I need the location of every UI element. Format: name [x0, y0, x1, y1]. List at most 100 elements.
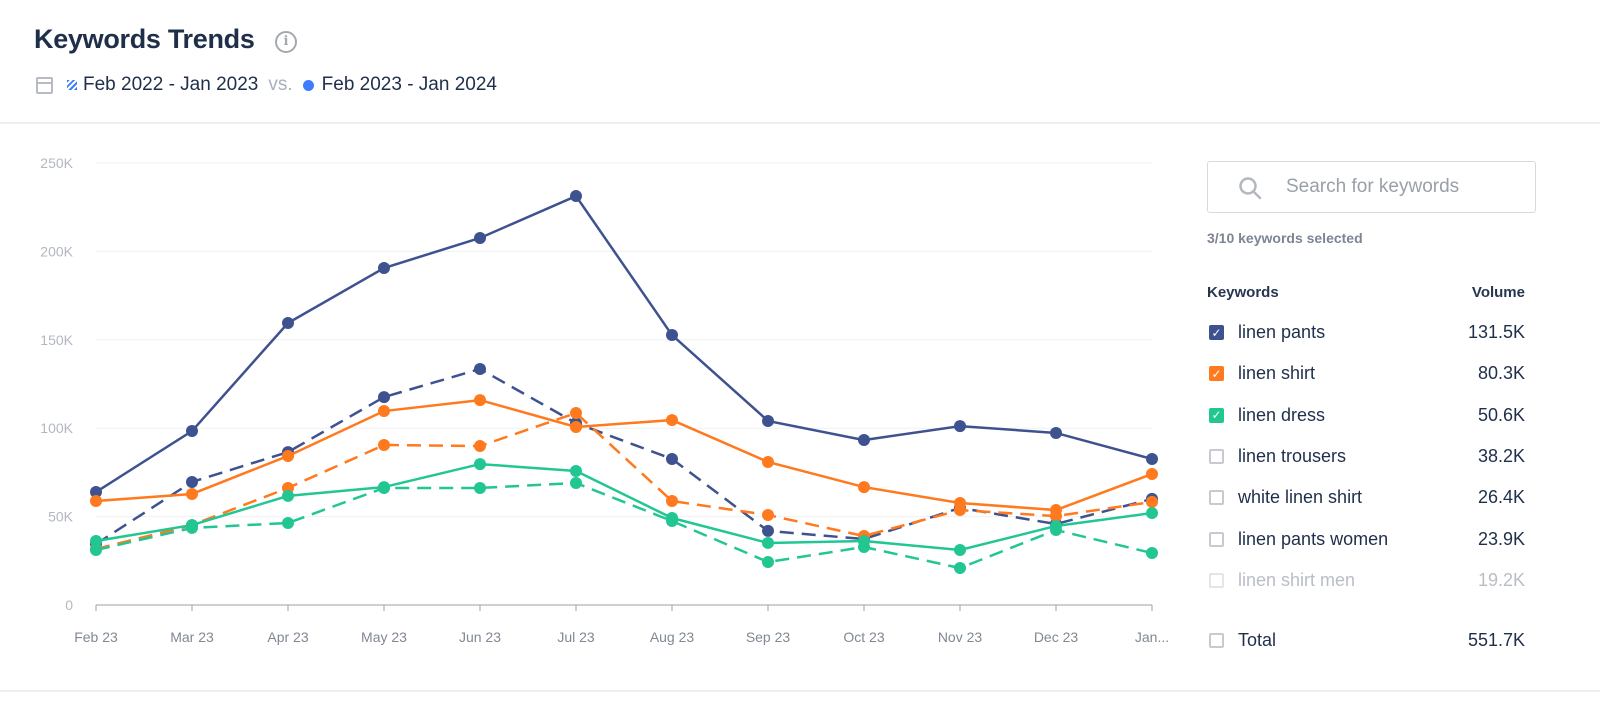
- data-point: [954, 496, 966, 509]
- checkbox[interactable]: [1209, 490, 1224, 506]
- y-tick-label: 50K: [48, 509, 74, 525]
- data-point: [570, 406, 582, 419]
- keyword-volume: 50.6K: [1477, 404, 1525, 425]
- keyword-row[interactable]: ✓ linen pants 131.5K: [1209, 322, 1525, 343]
- x-tick-label: May 23: [361, 629, 407, 645]
- keyword-volume: 80.3K: [1477, 363, 1525, 384]
- data-point: [474, 231, 486, 244]
- search-input[interactable]: [1284, 175, 1518, 199]
- keyword-label: linen shirt: [1238, 363, 1316, 384]
- data-point: [474, 458, 486, 471]
- info-icon[interactable]: i: [275, 31, 297, 53]
- y-tick-label: 100K: [40, 420, 73, 436]
- keyword-row[interactable]: ✓ linen dress 50.6K: [1209, 405, 1525, 426]
- data-point: [666, 452, 678, 465]
- keyword-label: linen pants: [1238, 322, 1326, 342]
- data-point: [1050, 504, 1062, 517]
- keyword-volume: 26.4K: [1477, 487, 1525, 508]
- data-point: [186, 425, 198, 438]
- data-point: [474, 481, 486, 494]
- checkbox[interactable]: [1209, 531, 1224, 547]
- keyword-label: linen dress: [1238, 404, 1326, 425]
- keyword-volume: 551.7K: [1467, 630, 1525, 650]
- data-point: [858, 534, 870, 547]
- data-point: [762, 536, 774, 549]
- keyword-label: linen trousers: [1238, 445, 1347, 466]
- data-point: [282, 449, 294, 462]
- keyword-label: linen shirt men: [1238, 569, 1356, 590]
- data-point: [762, 524, 774, 537]
- data-point: [90, 544, 102, 557]
- selected-count: 3/10 keywords selected: [1207, 230, 1363, 246]
- checkbox[interactable]: [1209, 572, 1224, 588]
- series-line-linen-pants-dashed: [95, 367, 1153, 546]
- data-point: [954, 420, 966, 433]
- data-point: [858, 434, 870, 447]
- data-point: [474, 440, 486, 453]
- series-line-linen-pants-solid: [95, 194, 1153, 494]
- keyword-row[interactable]: white linen shirt 26.4K: [1209, 487, 1525, 508]
- x-tick-label: Nov 23: [938, 629, 983, 645]
- search-icon: [1238, 176, 1262, 200]
- checkbox[interactable]: [1209, 448, 1224, 464]
- keyword-label: white linen shirt: [1238, 487, 1363, 508]
- keyword-row[interactable]: ✓ linen shirt 80.3K: [1209, 363, 1525, 384]
- data-point: [282, 516, 294, 529]
- data-point: [1146, 452, 1158, 465]
- check-icon: ✓: [1211, 408, 1222, 423]
- data-point: [762, 556, 774, 569]
- keyword-label: Total: [1238, 630, 1277, 650]
- data-point: [762, 414, 774, 427]
- data-point: [666, 512, 678, 525]
- data-point: [666, 495, 678, 508]
- previous-period-hatch-icon: [67, 80, 77, 90]
- data-point: [570, 477, 582, 490]
- keyword-volume: 131.5K: [1467, 322, 1525, 342]
- data-point: [378, 481, 390, 494]
- keyword-row[interactable]: linen shirt men 19.2K: [1209, 570, 1525, 591]
- keywords-column-header: Keywords: [1207, 284, 1279, 301]
- y-tick-label: 200K: [40, 243, 73, 259]
- keyword-row[interactable]: Total 551.7K: [1209, 630, 1525, 651]
- line-chart: 0 50K 100K 150K 200K 250K Feb 23 Mar 23 Apr 23 Ma…: [40, 155, 1169, 645]
- checkbox[interactable]: [1209, 633, 1224, 648]
- data-point: [1146, 507, 1158, 520]
- current-period-dot-icon: [302, 79, 314, 91]
- x-tick-label: Mar 23: [170, 629, 214, 645]
- checkbox-checked[interactable]: ✓: [1209, 366, 1224, 382]
- current-period: Feb 2023 - Jan 2024: [321, 74, 497, 95]
- data-point: [666, 329, 678, 342]
- check-icon: ✓: [1211, 366, 1222, 381]
- data-point: [570, 190, 582, 203]
- page-title: Keywords Trends: [34, 24, 255, 54]
- y-tick-label: 0: [65, 597, 73, 613]
- data-point: [378, 262, 390, 275]
- volume-column-header: Volume: [1471, 284, 1525, 301]
- data-point: [1050, 519, 1062, 532]
- data-point: [1146, 467, 1158, 480]
- check-icon: ✓: [1211, 325, 1222, 340]
- checkbox-checked[interactable]: ✓: [1209, 407, 1224, 423]
- data-point: [474, 394, 486, 407]
- data-point: [954, 562, 966, 575]
- x-tick-label: Jul 23: [557, 629, 595, 645]
- data-point: [1050, 426, 1062, 439]
- data-point: [762, 455, 774, 468]
- date-range[interactable]: Feb 2022 - Jan 2023 vs. Feb 2023 - Jan 2…: [36, 74, 497, 96]
- checkbox-checked[interactable]: ✓: [1209, 325, 1224, 340]
- x-tick-label: Dec 23: [1034, 629, 1079, 645]
- previous-period: Feb 2022 - Jan 2023: [83, 74, 259, 95]
- data-point: [762, 509, 774, 522]
- data-point: [570, 420, 582, 433]
- keyword-row[interactable]: linen pants women 23.9K: [1209, 529, 1525, 550]
- vs-label: vs.: [268, 74, 293, 95]
- data-point: [378, 391, 390, 404]
- x-tick-label: Feb 23: [74, 629, 118, 645]
- keyword-row[interactable]: linen trousers 38.2K: [1209, 446, 1525, 467]
- data-point: [954, 544, 966, 557]
- x-tick-label: Oct 23: [843, 629, 884, 645]
- data-point: [186, 475, 198, 488]
- keyword-search[interactable]: [1207, 161, 1536, 213]
- y-tick-label: 250K: [40, 155, 73, 171]
- keyword-label: linen pants women: [1238, 528, 1389, 549]
